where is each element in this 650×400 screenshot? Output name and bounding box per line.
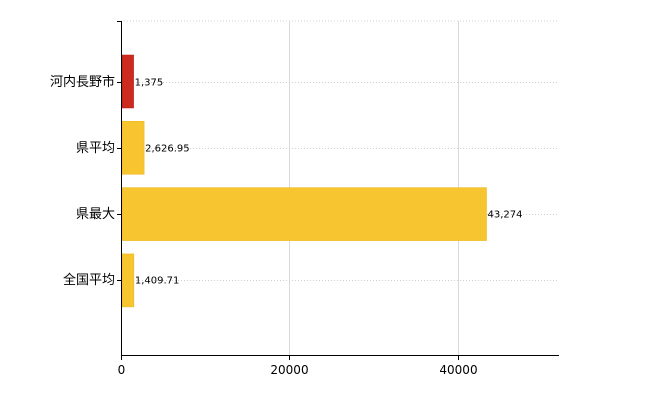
bars (121, 54, 487, 308)
category-label-3: 全国平均 (63, 272, 115, 288)
x-tick-label-0: 0 (118, 363, 126, 377)
data-label-1: 2,626.95 (145, 144, 190, 155)
bar-2 (121, 187, 487, 241)
axes (117, 21, 559, 360)
data-label-0: 1,375 (135, 78, 164, 89)
bar-0 (121, 54, 134, 109)
data-label-2: 43,274 (488, 210, 523, 221)
data-label-3: 1,409.71 (135, 276, 180, 287)
category-label-2: 県最大 (76, 207, 115, 222)
x-tick-label-2: 40000 (439, 363, 477, 377)
category-label-1: 県平均 (76, 141, 115, 156)
bar-1 (121, 121, 145, 175)
category-label-0: 河内長野市 (50, 74, 115, 90)
bar-3 (121, 253, 135, 308)
x-tick-label-1: 20000 (270, 363, 308, 377)
